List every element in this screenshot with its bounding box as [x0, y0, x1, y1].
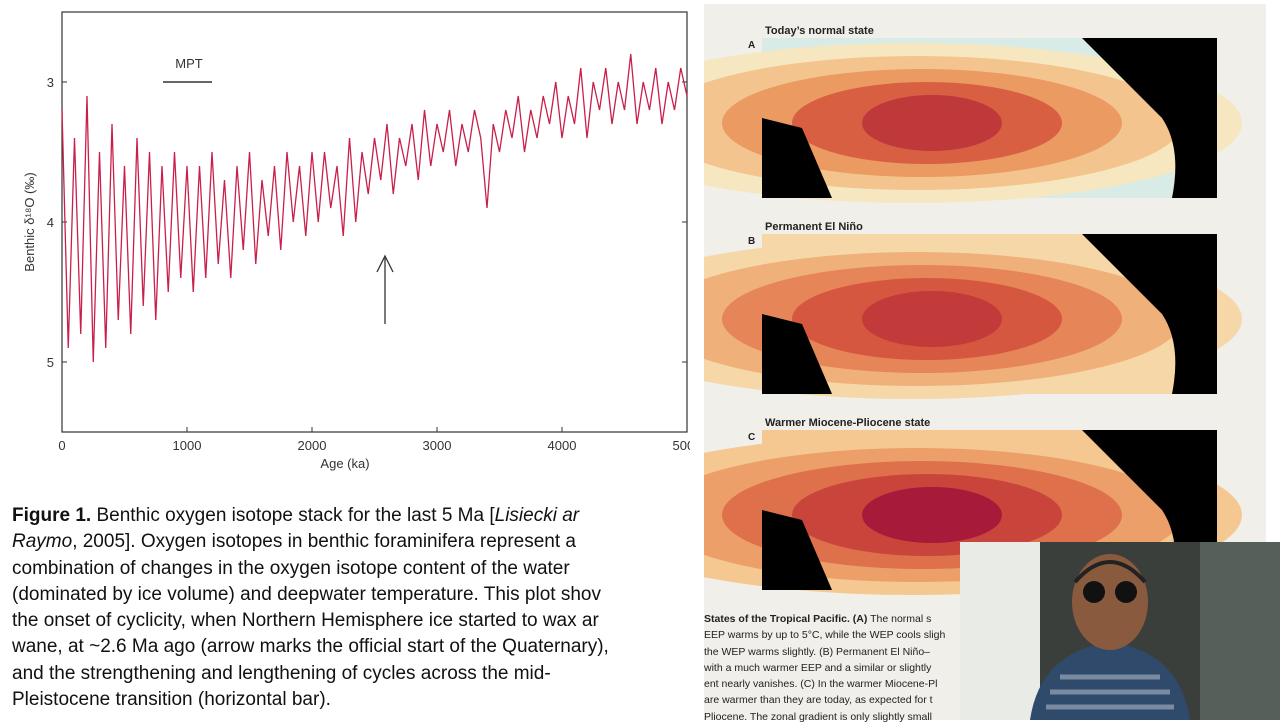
map-letter: A — [748, 40, 755, 51]
caption-ref: Raymo — [12, 531, 73, 553]
y-tick-label: 5 — [47, 355, 54, 370]
chart: Age (ka) Benthic δ¹⁸O (‰) MPT 3 4 5 0 1000 20… — [22, 11, 690, 471]
webcam — [960, 542, 1280, 720]
map-land — [1082, 234, 1217, 394]
x-tick-label: 2000 — [298, 438, 327, 453]
x-axis-label: Age (ka) — [320, 456, 369, 471]
caption-lines: combination of changes in the oxygen iso… — [12, 556, 702, 714]
annotation: MPT — [175, 56, 203, 71]
caption-ref: Lisiecki ar — [494, 505, 580, 526]
map-caption-lines: EEP warms by up to 5°C, while the WEP co… — [704, 627, 960, 725]
maps: A Today’s normal state B Permanent El Niño C… — [582, 25, 1242, 595]
map-caption: States of the Tropical Pacific. (A) The … — [704, 611, 960, 725]
caption: Figure 1. Benthic oxygen isotope stack f… — [12, 503, 702, 713]
panel: A Today’s normal state B Permanent El Niño C… — [582, 4, 1266, 720]
map-contour — [862, 95, 1002, 151]
map-title: Today’s normal state — [765, 25, 874, 37]
y-tick-label: 4 — [47, 215, 54, 230]
map-title: Permanent El Niño — [765, 221, 863, 233]
map-land — [762, 510, 832, 590]
caption-text: , 2005]. Oxygen isotopes in benthic fora… — [72, 531, 576, 553]
y-axis-label: Benthic δ¹⁸O (‰) — [22, 172, 37, 271]
caption-line: wane, at ~2.6 Ma ago (arrow marks the of… — [12, 636, 609, 658]
map-land — [762, 118, 832, 198]
map-caption-line: States of the Tropical Pacific. (A) The … — [704, 611, 960, 627]
caption-line: (dominated by ice volume) and deepwater … — [12, 583, 601, 605]
map-letter: C — [748, 432, 755, 443]
x-tick-label: 0 — [58, 438, 65, 453]
map-land — [1082, 38, 1217, 198]
caption-line: Pleistocene transition (horizontal bar). — [12, 689, 331, 711]
map-caption-line: Pliocene. The zonal gradient is only sli… — [704, 710, 933, 723]
x-tick-label: 1000 — [173, 438, 202, 453]
map-letter: B — [748, 236, 755, 247]
map-title: Warmer Miocene-Pliocene state — [765, 417, 930, 429]
caption-line: combination of changes in the oxygen iso… — [12, 557, 570, 579]
map-caption-lead: States of the Tropical Pacific. (A) — [704, 613, 868, 625]
x-tick-label: 4000 — [548, 438, 577, 453]
data-line — [61, 53, 688, 363]
map-caption-line: with a much warmer EEP and a similar or … — [704, 661, 932, 674]
map-caption-text: The normal s — [867, 613, 932, 625]
caption-label: Figure 1. — [12, 505, 92, 526]
x-tick-label: 3000 — [423, 438, 452, 453]
plot-frame — [61, 11, 688, 433]
arrow-head — [376, 254, 394, 273]
map-caption-line: the WEP warms slightly. (B) Permanent El… — [704, 645, 931, 658]
map-contour — [862, 487, 1002, 543]
caption-line: Figure 1. Benthic oxygen isotope stack f… — [12, 503, 702, 529]
map-land — [762, 314, 832, 394]
y-tick-label: 3 — [47, 75, 54, 90]
caption-text: Benthic oxygen isotope stack for the las… — [91, 505, 495, 526]
map-caption-line: are warmer than they are today, as expec… — [704, 694, 933, 707]
map-contour — [862, 291, 1002, 347]
caption-line: and the strengthening and lengthening of… — [12, 662, 551, 684]
caption-line: the onset of cyclicity, when Northern He… — [12, 610, 599, 632]
x-tick-label: 5000 — [673, 438, 690, 453]
caption-line: Raymo, 2005]. Oxygen isotopes in benthic… — [12, 529, 702, 555]
map-caption-line: ent nearly vanishes. (C) In the warmer M… — [704, 678, 938, 691]
map-caption-line: EEP warms by up to 5°C, while the WEP co… — [704, 629, 946, 642]
